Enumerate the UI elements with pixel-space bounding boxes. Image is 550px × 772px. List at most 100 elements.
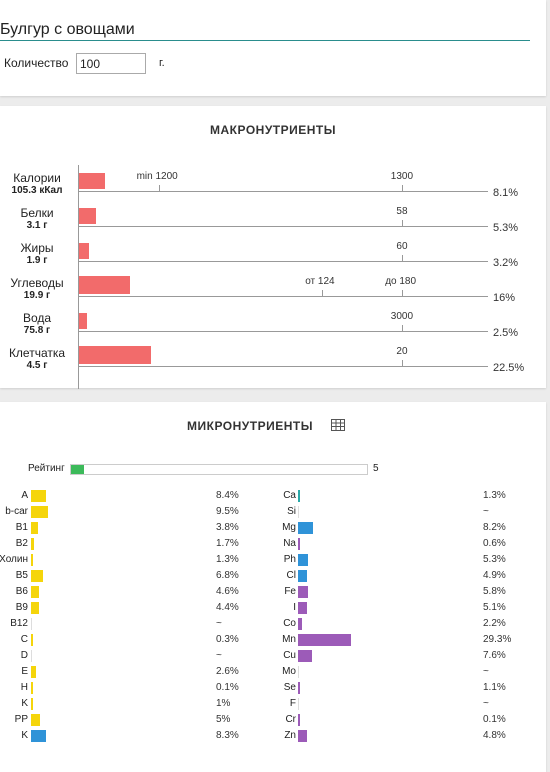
mineral-percent: ~ xyxy=(483,506,489,517)
quantity-input[interactable] xyxy=(76,53,146,74)
macro-bar xyxy=(79,173,105,189)
macro-tick-label: 58 xyxy=(396,206,408,217)
macro-tick xyxy=(322,290,323,297)
macro-tick xyxy=(402,360,403,367)
mineral-bar xyxy=(298,522,313,534)
mineral-percent: 5.8% xyxy=(483,586,506,597)
mineral-percent: 1.1% xyxy=(483,682,506,693)
vitamin-name: Холин xyxy=(0,554,28,565)
macro-tick xyxy=(402,255,403,262)
vitamin-bar xyxy=(31,490,46,502)
table-grid-icon[interactable] xyxy=(331,419,345,431)
micronutrients-panel: МИКРОНУТРИЕНТЫ Рейтинг 5 A 8.4% b-car 9.5% B… xyxy=(0,402,546,772)
macro-row-value: 3.1 г xyxy=(26,220,48,231)
mineral-percent: 0.6% xyxy=(483,538,506,549)
macro-axis-line xyxy=(78,366,488,367)
mineral-bar xyxy=(298,682,300,694)
macro-axis-line xyxy=(78,331,488,332)
vitamin-name: E xyxy=(21,666,28,677)
macro-bar xyxy=(79,276,130,294)
mineral-name: Zn xyxy=(284,730,296,741)
vitamin-bar xyxy=(31,522,38,534)
mineral-name: Se xyxy=(283,682,296,693)
rating-value: 5 xyxy=(373,463,379,474)
macro-row-name: Калории xyxy=(13,171,61,185)
quantity-unit: г. xyxy=(159,57,165,69)
macro-bar xyxy=(79,313,87,329)
vitamin-bar xyxy=(31,714,40,726)
vitamin-name: B6 xyxy=(15,586,28,597)
mineral-name: F xyxy=(289,698,296,709)
mineral-percent: 4.8% xyxy=(483,730,506,741)
vitamin-name: B1 xyxy=(15,522,28,533)
vitamin-name: K xyxy=(21,730,28,741)
mineral-percent: ~ xyxy=(483,698,489,709)
mineral-percent: 7.6% xyxy=(483,650,506,661)
macro-row-value: 75.8 г xyxy=(23,325,51,336)
title-underline xyxy=(0,40,530,41)
mineral-name: Mg xyxy=(282,522,296,533)
vitamin-name: D xyxy=(20,650,28,661)
macro-tick-label: 3000 xyxy=(390,311,414,322)
mineral-bar xyxy=(298,570,307,582)
vitamin-percent: 5% xyxy=(216,714,231,725)
mineral-name: Cu xyxy=(283,650,296,661)
macro-tick-label: до 180 xyxy=(385,276,417,287)
macro-tick xyxy=(402,185,403,192)
mineral-percent: 29.3% xyxy=(483,634,512,645)
macro-row-percent: 5.3% xyxy=(493,222,519,234)
macro-row-percent: 3.2% xyxy=(493,257,519,269)
vitamin-percent: 1.7% xyxy=(216,538,239,549)
rating-bar xyxy=(70,464,368,475)
macro-bar xyxy=(79,243,89,259)
macro-row-name: Жиры xyxy=(20,241,54,255)
vitamin-percent: 4.6% xyxy=(216,586,239,597)
vitamin-name: B9 xyxy=(15,602,28,613)
vitamin-bar xyxy=(31,554,33,566)
vitamin-bar xyxy=(31,538,34,550)
macro-row-value: 105.3 кКал xyxy=(11,185,63,196)
macro-tick-label: 60 xyxy=(396,241,408,252)
mineral-name: Co xyxy=(283,618,296,629)
vitamin-name: H xyxy=(20,682,28,693)
vitamin-percent: 0.3% xyxy=(216,634,239,645)
vitamin-percent: 8.3% xyxy=(216,730,239,741)
micro-baseline xyxy=(31,650,32,662)
macro-bar xyxy=(79,346,151,364)
vitamin-percent: 3.8% xyxy=(216,522,239,533)
micro-baseline xyxy=(298,506,299,518)
rating-bar-fill xyxy=(71,465,85,474)
macro-bar xyxy=(79,208,96,224)
macronutrients-panel: МАКРОНУТРИЕНТЫ Калории 105.3 кКал min 1200… xyxy=(0,106,546,389)
macro-tick xyxy=(159,185,160,192)
vitamin-bar xyxy=(31,506,48,518)
macro-tick-label: от 124 xyxy=(305,276,335,287)
vitamin-percent: 1.3% xyxy=(216,554,239,565)
mineral-bar xyxy=(298,490,300,502)
micro-baseline xyxy=(298,666,299,678)
micronutrients-heading: МИКРОНУТРИЕНТЫ xyxy=(187,419,313,433)
vitamin-bar xyxy=(31,634,33,646)
vitamin-name: B12 xyxy=(10,618,28,629)
vitamin-bar xyxy=(31,666,36,678)
mineral-name: Si xyxy=(287,506,296,517)
mineral-bar xyxy=(298,650,312,662)
mineral-bar xyxy=(298,538,300,550)
vitamin-percent: 4.4% xyxy=(216,602,239,613)
macro-tick-label: 20 xyxy=(396,346,408,357)
mineral-name: Ph xyxy=(283,554,296,565)
mineral-bar xyxy=(298,618,302,630)
vitamin-name: B5 xyxy=(15,570,28,581)
vitamin-name: C xyxy=(20,634,28,645)
vitamin-percent: 2.6% xyxy=(216,666,239,677)
vitamin-name: A xyxy=(21,490,28,501)
macro-axis-line xyxy=(78,261,488,262)
mineral-percent: 5.3% xyxy=(483,554,506,565)
vitamin-bar xyxy=(31,698,33,710)
vitamin-percent: 0.1% xyxy=(216,682,239,693)
mineral-bar xyxy=(298,634,351,646)
macro-axis-line xyxy=(78,296,488,297)
macronutrients-heading: МАКРОНУТРИЕНТЫ xyxy=(209,123,336,137)
mineral-name: Cl xyxy=(286,570,296,581)
macro-row-name: Клетчатка xyxy=(8,346,66,360)
